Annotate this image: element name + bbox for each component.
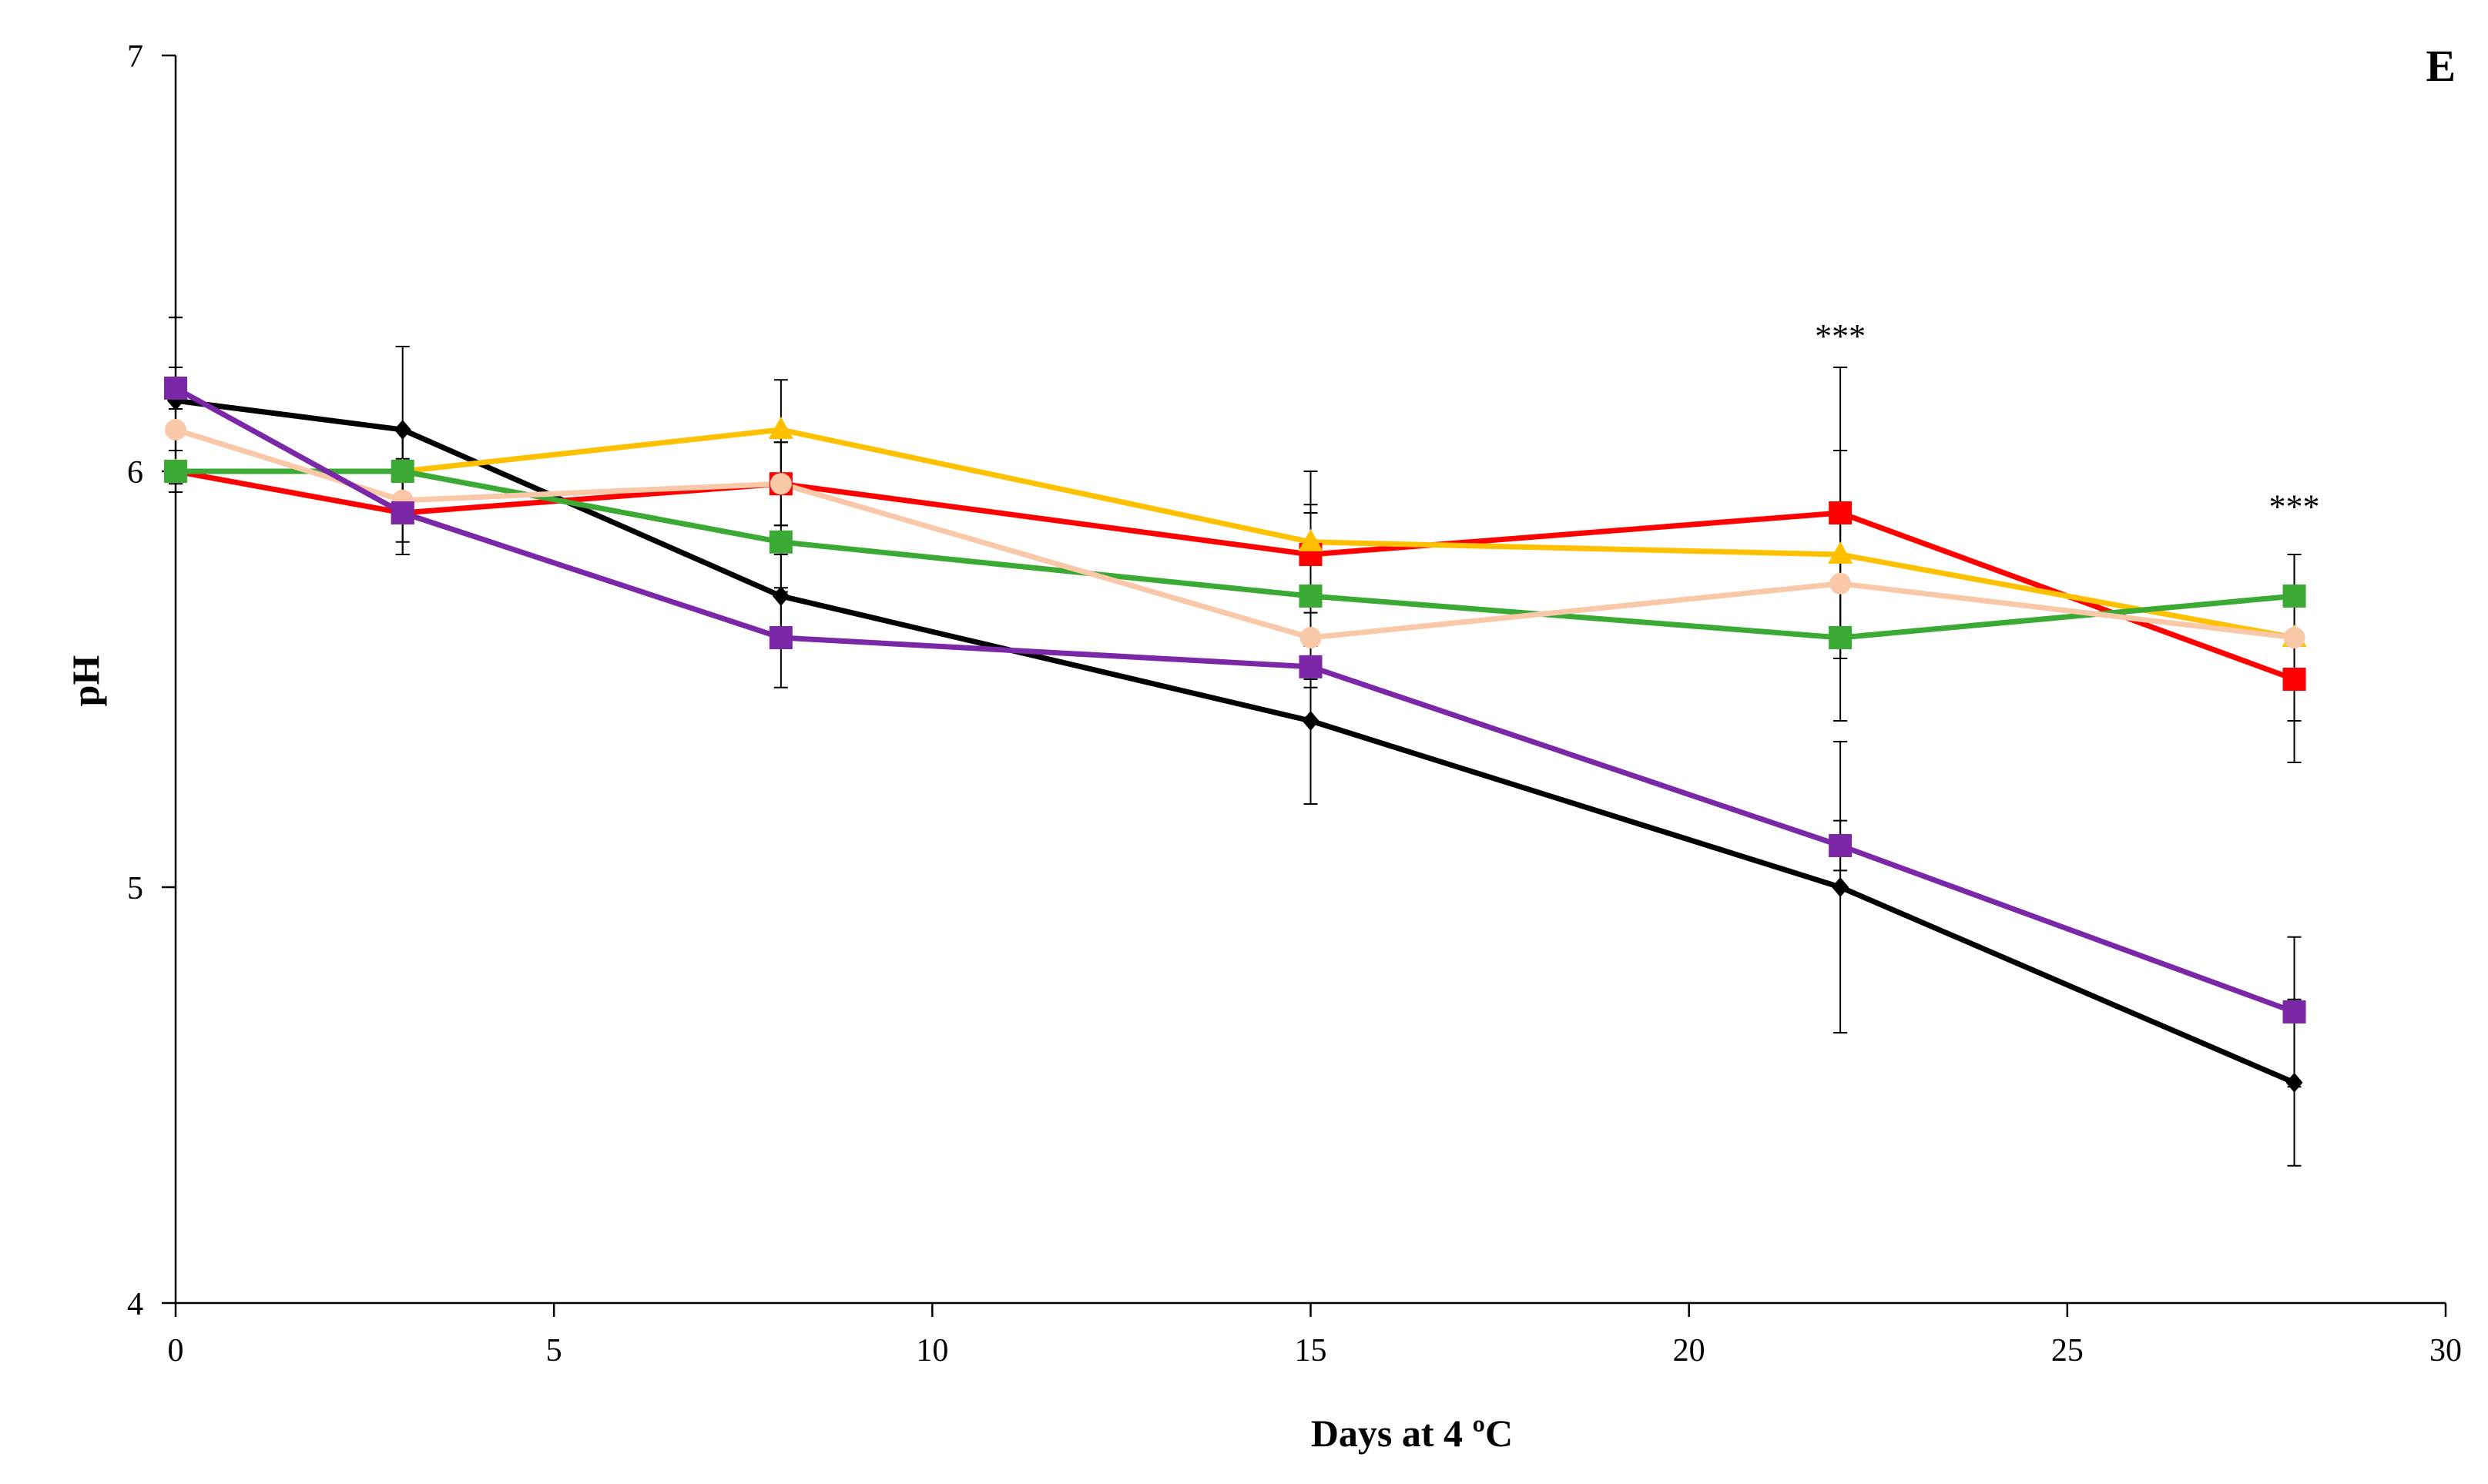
- chart-text: Days at 4 ºC pH E 4 5 6 7 0 5 10 15 20 25 30 *** ***: [64, 39, 2462, 1455]
- axes: [162, 54, 2447, 1317]
- x-tick-label: 10: [916, 1333, 948, 1368]
- series-line-peach: [174, 427, 2295, 641]
- data-point-purple: [1299, 655, 1323, 678]
- data-point-black: [394, 420, 411, 440]
- error-bars: [169, 317, 2302, 1167]
- x-tick-label: 30: [2429, 1333, 2462, 1368]
- series-line-purple: [174, 385, 2295, 1015]
- data-point-yellow: [768, 417, 793, 439]
- series-lines: [174, 385, 2295, 1086]
- data-point-black: [2285, 1072, 2303, 1093]
- x-tick-label: 25: [2051, 1333, 2084, 1368]
- y-tick-label: 7: [127, 39, 143, 75]
- series-line-red: [175, 468, 2295, 682]
- y-tick-label: 6: [127, 455, 143, 491]
- y-axis-title: pH: [64, 655, 107, 707]
- data-point-peach: [165, 419, 186, 441]
- data-point-red: [1829, 501, 1853, 524]
- data-point-green: [391, 460, 414, 483]
- significance-annotation: ***: [1815, 317, 1866, 355]
- x-tick-label: 15: [1295, 1333, 1327, 1368]
- data-point-green: [769, 530, 793, 554]
- significance-annotation: ***: [2269, 487, 2320, 525]
- data-point-purple: [1829, 834, 1853, 857]
- data-point-yellow: [1828, 541, 1853, 564]
- series-line-yellow: [176, 427, 2295, 641]
- data-point-purple: [164, 377, 187, 400]
- data-point-red: [2282, 668, 2306, 691]
- data-point-green: [1299, 585, 1323, 608]
- panel-label: E: [2426, 41, 2456, 91]
- x-axis-title: Days at 4 ºC: [1311, 1412, 1513, 1455]
- data-point-peach: [2283, 627, 2305, 648]
- series-line-green: [176, 468, 2295, 641]
- data-point-peach: [770, 473, 792, 495]
- y-tick-label: 5: [127, 871, 143, 906]
- data-point-black: [1832, 877, 1849, 897]
- series-markers: [163, 377, 2307, 1093]
- x-tick-label: 0: [168, 1333, 184, 1368]
- x-tick-label: 5: [546, 1333, 562, 1368]
- data-point-green: [164, 460, 187, 483]
- data-point-yellow: [1298, 528, 1323, 551]
- data-point-black: [772, 586, 790, 606]
- data-point-peach: [1829, 572, 1852, 595]
- data-point-black: [1302, 711, 1319, 731]
- data-point-green: [2282, 585, 2306, 608]
- data-point-purple: [769, 626, 793, 649]
- data-point-purple: [391, 501, 414, 524]
- data-point-green: [1829, 626, 1853, 649]
- series-line-black: [175, 397, 2295, 1086]
- data-point-purple: [2282, 1000, 2306, 1023]
- data-point-peach: [1299, 627, 1322, 648]
- y-tick-label: 4: [127, 1287, 143, 1322]
- x-tick-label: 20: [1673, 1333, 1705, 1368]
